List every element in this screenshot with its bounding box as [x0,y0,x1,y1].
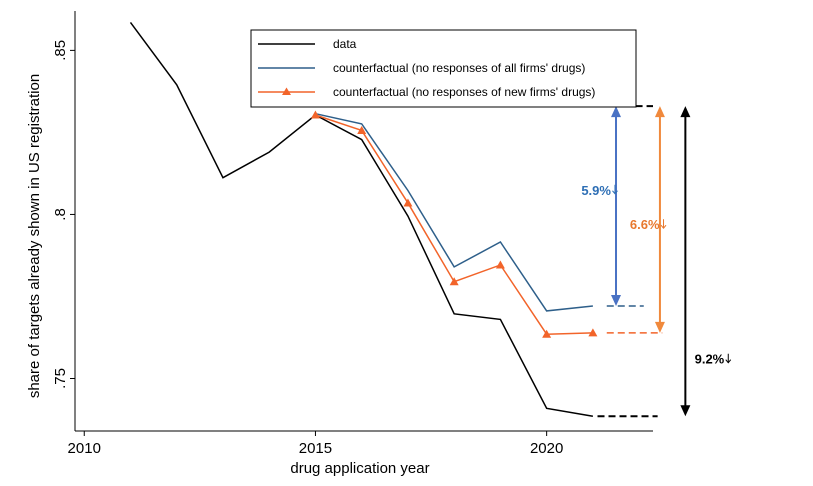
series-point-marker [588,328,598,337]
gap-arrow-head-down [654,321,665,333]
series-layer [129,22,598,417]
annotations: 5.9% 6.6% 9.2% [338,105,732,418]
legend-label-new-firms: counterfactual (no responses of new firm… [333,85,595,99]
series-point-marker [449,277,459,286]
y-axis-title: share of targets already shown in US reg… [26,74,43,398]
series-point-marker [310,110,320,119]
gap-label: 6.6% [630,217,660,232]
legend-label-all-firms: counterfactual (no responses of all firm… [333,61,585,75]
y-tick-label: .75 [52,368,69,389]
down-arrow-icon-head [612,190,618,195]
y-tick-label: .8 [52,208,69,221]
series-line-2 [315,114,593,335]
legend: data counterfactual (no responses of all… [250,29,637,108]
y-tick-label: .85 [52,40,69,61]
legend-marker-new-firms [282,87,291,95]
gap-arrow-head-up [680,106,691,118]
gap-arrow-head-up [611,106,622,118]
gap-label: 5.9% [581,183,611,198]
legend-box [250,29,637,108]
series-line-1 [315,112,593,312]
down-arrow-icon-head [660,224,667,229]
gap-label: 9.2% [695,352,725,367]
x-tick-label: 2020 [530,440,563,457]
axes: .75 .8 .85 2010 2015 2020 [52,11,653,457]
series-point-marker [542,329,552,338]
series-point-marker [403,198,413,207]
legend-label-data: data [333,37,357,51]
down-arrow-icon-head [725,359,732,364]
gap-arrow-head-down [680,405,691,417]
gap-arrow-head-down [611,294,622,306]
series-point-marker [357,125,367,134]
gap-arrow-head-up [654,106,665,118]
series-line-0 [129,22,594,417]
x-tick-label: 2015 [299,440,332,457]
x-axis-title: drug application year [290,460,429,477]
x-tick-label: 2010 [68,440,101,457]
series-point-marker [495,260,505,269]
